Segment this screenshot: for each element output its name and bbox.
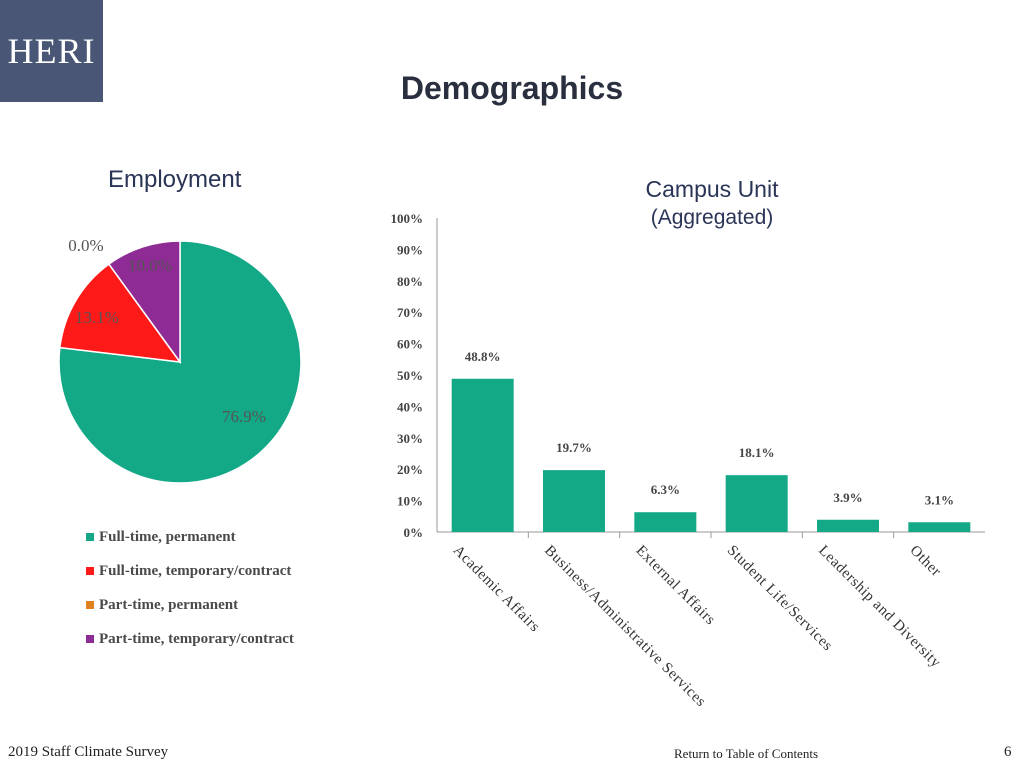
bar-data-label: 3.1% <box>925 492 954 507</box>
pie-data-label: 76.9% <box>222 407 266 426</box>
pie-data-label: 0.0% <box>68 236 103 255</box>
x-category-label: Business/Administrative Services <box>541 543 709 711</box>
legend-label: Full-time, temporary/contract <box>99 562 292 579</box>
legend-item: Part-time, temporary/contract <box>86 622 294 656</box>
heri-logo: HERI <box>0 0 103 102</box>
pie-slice <box>107 240 181 365</box>
y-tick-label: 100% <box>391 211 424 226</box>
pie-legend: Full-time, permanent Full-time, temporar… <box>86 520 294 656</box>
legend-swatch <box>86 601 94 609</box>
y-tick-label: 40% <box>397 399 423 414</box>
x-category-label: Academic Affairs <box>450 543 543 636</box>
bar <box>817 519 879 532</box>
y-tick-label: 90% <box>397 242 423 257</box>
legend-swatch <box>86 533 94 541</box>
bar <box>725 475 788 532</box>
legend-swatch <box>86 567 94 575</box>
pie-slice <box>59 263 182 363</box>
bar-data-label: 3.9% <box>833 490 862 505</box>
legend-item: Full-time, permanent <box>86 520 294 554</box>
x-category-label: External Affairs <box>633 543 719 629</box>
bar-data-label: 6.3% <box>651 482 680 497</box>
logo-text: HERI <box>7 31 96 71</box>
bar-data-label: 19.7% <box>556 440 592 455</box>
bar-data-label: 48.8% <box>465 349 501 364</box>
return-to-toc-link[interactable]: Return to Table of Contents <box>674 746 818 761</box>
bar <box>451 378 514 532</box>
y-tick-label: 0% <box>404 525 424 540</box>
pie-data-label: 13.1% <box>75 308 119 327</box>
y-tick-label: 50% <box>397 368 423 383</box>
legend-label: Part-time, temporary/contract <box>99 630 294 647</box>
bar <box>908 522 971 532</box>
legend-item: Full-time, temporary/contract <box>86 554 294 588</box>
legend-swatch <box>86 635 94 643</box>
bar-chart-title: Campus Unit <box>645 176 779 202</box>
y-tick-label: 80% <box>397 274 423 289</box>
legend-item: Part-time, permanent <box>86 588 294 622</box>
bar-data-label: 18.1% <box>739 445 775 460</box>
x-category-label: Other <box>907 543 945 581</box>
legend-label: Part-time, permanent <box>99 596 239 613</box>
page-title: Demographics <box>400 70 624 106</box>
x-category-label: Student Life/Services <box>724 543 836 655</box>
y-tick-label: 30% <box>397 431 423 446</box>
y-tick-label: 60% <box>397 337 423 352</box>
page-number: 6 <box>1004 744 1012 760</box>
y-tick-label: 20% <box>397 462 423 477</box>
bar <box>543 470 605 532</box>
bar-chart-subtitle: (Aggregated) <box>650 206 774 229</box>
pie-chart-title: Employment <box>108 166 242 193</box>
footer-survey-name: 2019 Staff Climate Survey <box>8 744 169 760</box>
bar <box>634 512 697 532</box>
legend-label: Full-time, permanent <box>99 528 236 545</box>
y-tick-label: 10% <box>397 494 423 509</box>
y-tick-label: 70% <box>397 305 423 320</box>
pie-data-label: 10.0% <box>128 256 172 275</box>
